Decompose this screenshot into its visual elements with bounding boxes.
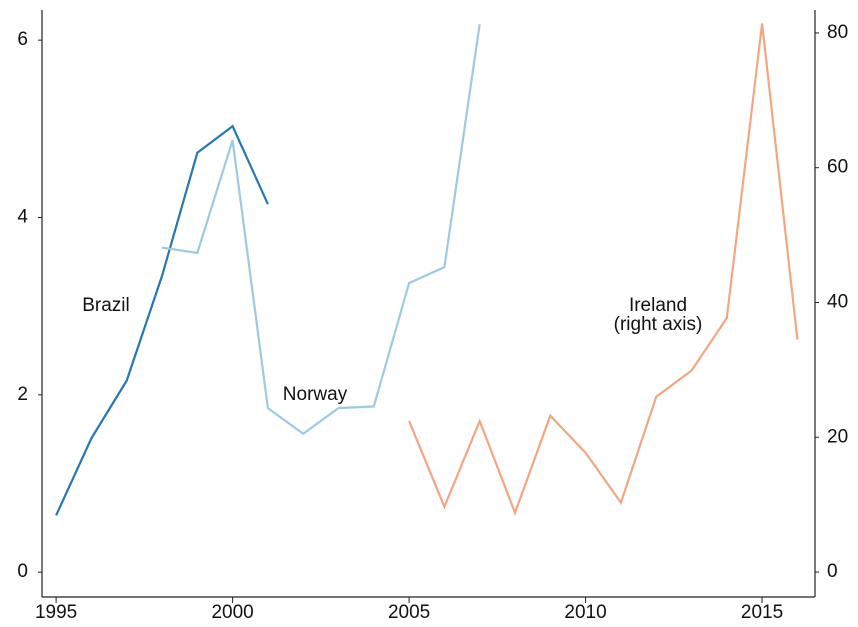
- y2-tick-label: 0: [827, 561, 838, 582]
- x-tick-label: 2015: [741, 602, 783, 623]
- series-label: Brazil: [82, 295, 130, 316]
- y-tick-label: 0: [17, 561, 28, 582]
- y2-tick-label: 20: [827, 426, 848, 447]
- y2-tick-label: 40: [827, 292, 848, 313]
- x-tick-label: 1995: [35, 602, 77, 623]
- line: [161, 24, 481, 436]
- line: [55, 124, 269, 516]
- annotation: (right axis): [614, 314, 703, 335]
- y2-tick-label: 60: [827, 157, 848, 178]
- x-tick-label: 2000: [211, 602, 253, 623]
- x-tick-label: 2005: [388, 602, 430, 623]
- y-tick-label: 2: [17, 384, 28, 405]
- line: [408, 23, 799, 516]
- x-tick-label: 2010: [564, 602, 606, 623]
- y2-tick-label: 80: [827, 22, 848, 43]
- series-label: Ireland: [629, 295, 687, 316]
- y-tick-label: 4: [17, 207, 28, 228]
- series-label: Norway: [283, 384, 348, 405]
- y-tick-label: 6: [17, 29, 28, 50]
